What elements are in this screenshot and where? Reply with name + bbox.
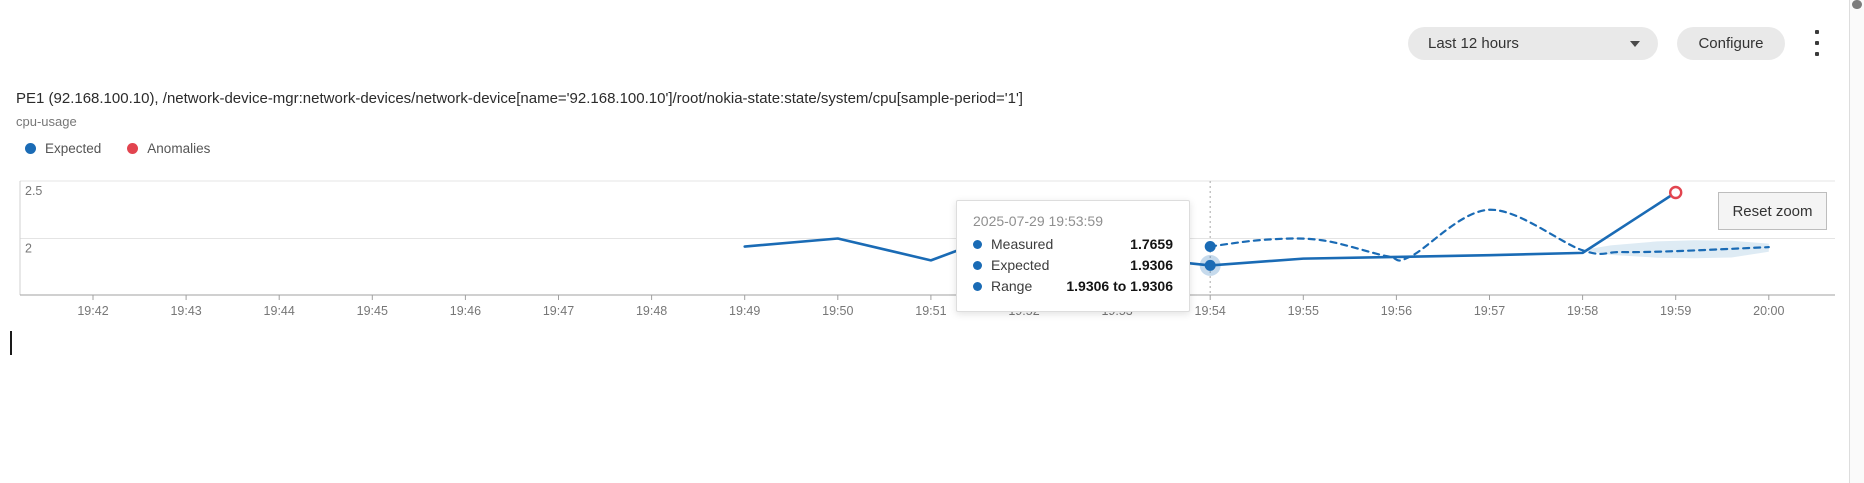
legend-item-anomalies[interactable]: Anomalies [127, 141, 210, 156]
x-tick-label: 19:42 [77, 304, 108, 318]
x-tick-label: 19:56 [1381, 304, 1412, 318]
x-tick-label: 19:59 [1660, 304, 1691, 318]
x-tick-label: 19:43 [170, 304, 201, 318]
selected-measured-point[interactable] [1204, 259, 1216, 271]
chart-title: PE1 (92.168.100.10), /network-device-mgr… [16, 90, 1023, 107]
legend-dot-red-icon [127, 142, 139, 154]
x-tick-label: 19:46 [450, 304, 481, 318]
tooltip-row-measured: Measured 1.7659 [973, 236, 1173, 252]
expected-range-band [1582, 240, 1769, 259]
tooltip-row-range: Range 1.9306 to 1.9306 [973, 278, 1173, 294]
x-tick-label: 19:44 [264, 304, 295, 318]
scrollbar-thumb[interactable] [1852, 0, 1862, 9]
x-tick-label: 19:58 [1567, 304, 1598, 318]
x-tick-label: 19:50 [822, 304, 853, 318]
kebab-dot [1815, 30, 1819, 34]
y-tick-label: 2.5 [25, 184, 42, 198]
vertical-scrollbar[interactable] [1849, 0, 1864, 483]
more-options-button[interactable] [1810, 30, 1824, 56]
y-tick-label: 2 [25, 242, 32, 256]
blue-dot-icon [973, 260, 982, 270]
configure-button[interactable]: Configure [1677, 27, 1785, 60]
x-tick-label: 19:45 [357, 304, 388, 318]
reset-zoom-button[interactable]: Reset zoom [1718, 192, 1827, 230]
blue-dot-icon [973, 281, 982, 291]
x-tick-label: 20:00 [1753, 304, 1784, 318]
chart-tooltip: 2025-07-29 19:53:59 Measured 1.7659 Expe… [956, 200, 1190, 312]
legend-dot-blue-icon [25, 142, 36, 154]
x-tick-label: 19:47 [543, 304, 574, 318]
anomaly-marker[interactable] [1668, 185, 1683, 200]
blue-dot-icon [973, 239, 982, 249]
legend-item-expected[interactable]: Expected [25, 141, 101, 156]
chart-legend: Expected Anomalies [25, 140, 210, 156]
x-tick-label: 19:57 [1474, 304, 1505, 318]
legend-label-expected: Expected [45, 140, 102, 156]
x-tick-label: 19:54 [1195, 304, 1226, 318]
text-cursor [10, 331, 12, 355]
tooltip-timestamp: 2025-07-29 19:53:59 [973, 213, 1103, 229]
expected-line [1209, 208, 1770, 262]
tooltip-row-expected: Expected 1.9306 [973, 257, 1173, 273]
x-tick-label: 19:55 [1288, 304, 1319, 318]
x-tick-label: 19:49 [729, 304, 760, 318]
kebab-dot [1815, 41, 1819, 45]
legend-label-anomalies: Anomalies [147, 140, 211, 156]
x-tick-label: 19:48 [636, 304, 667, 318]
selected-expected-point[interactable] [1204, 240, 1216, 252]
chevron-down-icon [1630, 40, 1640, 47]
kebab-dot [1815, 52, 1819, 56]
chart-subtitle: cpu-usage [16, 114, 77, 129]
time-range-value: Last 12 hours [1428, 35, 1519, 52]
x-tick-label: 19:51 [915, 304, 946, 318]
time-range-select[interactable]: Last 12 hours [1408, 27, 1658, 60]
measured-line [743, 191, 1677, 267]
